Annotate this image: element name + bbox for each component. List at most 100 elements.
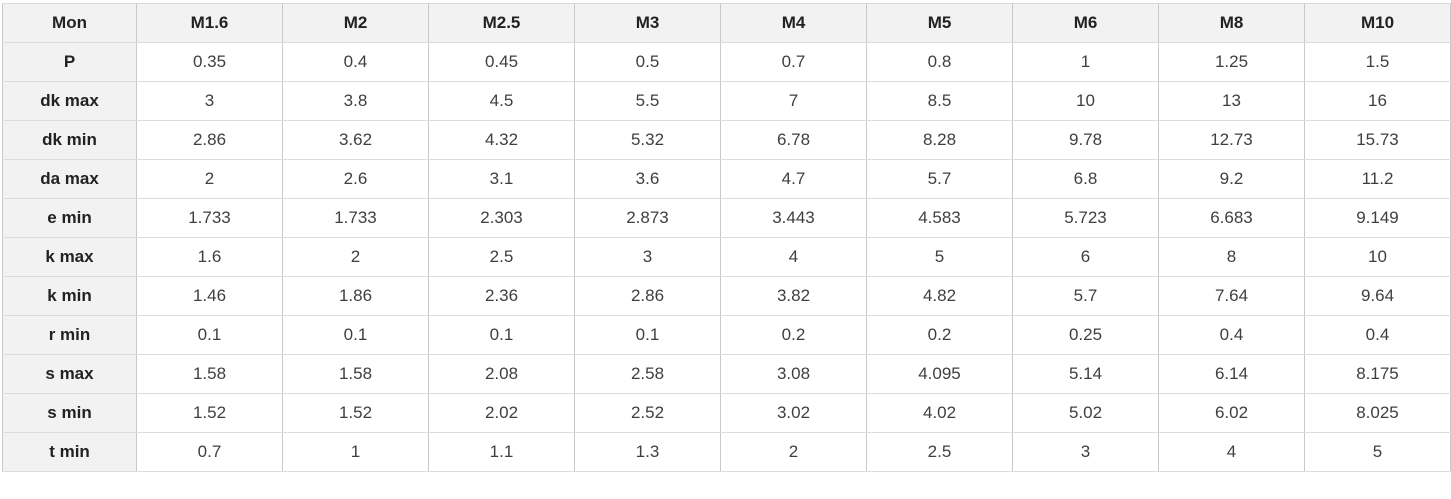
table-cell: 8.175	[1304, 354, 1451, 394]
table-cell: 9.2	[1158, 159, 1305, 199]
table-cell: 1.3	[574, 432, 721, 472]
table-cell: 3.82	[720, 276, 867, 316]
table-row: s min 1.52 1.52 2.02 2.52 3.02 4.02 5.02 6.02 8.0…	[2, 393, 1451, 433]
table-row: dk max 3 3.8 4.5 5.5 7 8.5 10 13 16	[2, 81, 1451, 121]
table-cell: 1.46	[136, 276, 283, 316]
table-cell: 3.6	[574, 159, 721, 199]
table-row: da max 2 2.6 3.1 3.6 4.7 5.7 6.8 9.2 11.2	[2, 159, 1451, 199]
table-cell: 2.5	[866, 432, 1013, 472]
table-cell: 8	[1158, 237, 1305, 277]
column-header: M5	[866, 3, 1013, 43]
table-cell: 9.78	[1012, 120, 1159, 160]
table-cell: 4.32	[428, 120, 575, 160]
table-cell: 5.14	[1012, 354, 1159, 394]
row-label: k max	[2, 237, 137, 277]
table-row: r min 0.1 0.1 0.1 0.1 0.2 0.2 0.25 0.4 0.4	[2, 315, 1451, 355]
table-cell: 3.8	[282, 81, 429, 121]
row-label: dk max	[2, 81, 137, 121]
table-cell: 6.683	[1158, 198, 1305, 238]
column-header: M6	[1012, 3, 1159, 43]
column-header: M2.5	[428, 3, 575, 43]
table-cell: 4.02	[866, 393, 1013, 433]
table-row: dk min 2.86 3.62 4.32 5.32 6.78 8.28 9.78 12.73 1…	[2, 120, 1451, 160]
table-cell: 0.1	[574, 315, 721, 355]
table-cell: 2.52	[574, 393, 721, 433]
table-cell: 0.35	[136, 42, 283, 82]
table-cell: 5	[1304, 432, 1451, 472]
table-cell: 13	[1158, 81, 1305, 121]
row-label: k min	[2, 276, 137, 316]
table-cell: 0.4	[282, 42, 429, 82]
table-cell: 1.5	[1304, 42, 1451, 82]
column-header: M8	[1158, 3, 1305, 43]
table-cell: 0.1	[136, 315, 283, 355]
table-cell: 4	[720, 237, 867, 277]
corner-header-cell: Mon	[2, 3, 137, 43]
table-cell: 3.08	[720, 354, 867, 394]
table-cell: 0.2	[866, 315, 1013, 355]
column-header: M3	[574, 3, 721, 43]
row-label: s max	[2, 354, 137, 394]
table-cell: 6.02	[1158, 393, 1305, 433]
table-cell: 5.7	[1012, 276, 1159, 316]
column-header: M10	[1304, 3, 1451, 43]
table-cell: 0.2	[720, 315, 867, 355]
table-cell: 0.1	[282, 315, 429, 355]
table-cell: 2	[282, 237, 429, 277]
table-cell: 2.873	[574, 198, 721, 238]
table-cell: 3	[1012, 432, 1159, 472]
table-cell: 2.36	[428, 276, 575, 316]
table-cell: 2.02	[428, 393, 575, 433]
table-cell: 2.303	[428, 198, 575, 238]
table-cell: 5.32	[574, 120, 721, 160]
table-cell: 0.4	[1304, 315, 1451, 355]
table-cell: 6.14	[1158, 354, 1305, 394]
table-row: P 0.35 0.4 0.45 0.5 0.7 0.8 1 1.25 1.5	[2, 42, 1451, 82]
table-cell: 1.733	[282, 198, 429, 238]
table-cell: 6.8	[1012, 159, 1159, 199]
table-cell: 6	[1012, 237, 1159, 277]
table-row: k min 1.46 1.86 2.36 2.86 3.82 4.82 5.7 7.64 9.64	[2, 276, 1451, 316]
table-cell: 7.64	[1158, 276, 1305, 316]
table-cell: 10	[1012, 81, 1159, 121]
table-cell: 2.58	[574, 354, 721, 394]
table-cell: 0.5	[574, 42, 721, 82]
table-cell: 7	[720, 81, 867, 121]
table-cell: 9.149	[1304, 198, 1451, 238]
table-cell: 1.6	[136, 237, 283, 277]
table-cell: 1.1	[428, 432, 575, 472]
table-cell: 5.5	[574, 81, 721, 121]
table-cell: 0.4	[1158, 315, 1305, 355]
table-cell: 5	[866, 237, 1013, 277]
row-label: r min	[2, 315, 137, 355]
table-cell: 3	[136, 81, 283, 121]
table-cell: 2.86	[136, 120, 283, 160]
table-cell: 8.28	[866, 120, 1013, 160]
table-cell: 4.7	[720, 159, 867, 199]
table-cell: 3.443	[720, 198, 867, 238]
column-header: M2	[282, 3, 429, 43]
table-cell: 2.5	[428, 237, 575, 277]
table-cell: 1.86	[282, 276, 429, 316]
row-label: dk min	[2, 120, 137, 160]
table-cell: 12.73	[1158, 120, 1305, 160]
table-cell: 1	[282, 432, 429, 472]
table-cell: 8.025	[1304, 393, 1451, 433]
row-label: P	[2, 42, 137, 82]
table-cell: 4.82	[866, 276, 1013, 316]
table-cell: 2.08	[428, 354, 575, 394]
table-cell: 1.52	[136, 393, 283, 433]
table-body: P 0.35 0.4 0.45 0.5 0.7 0.8 1 1.25 1.5 dk max 3 3.8 4…	[2, 42, 1451, 472]
table-cell: 2.86	[574, 276, 721, 316]
table-cell: 4.5	[428, 81, 575, 121]
table-cell: 5.02	[1012, 393, 1159, 433]
table-cell: 3.1	[428, 159, 575, 199]
table-cell: 1.58	[136, 354, 283, 394]
table-cell: 0.25	[1012, 315, 1159, 355]
table-cell: 3.02	[720, 393, 867, 433]
table-cell: 4.095	[866, 354, 1013, 394]
table-cell: 1.25	[1158, 42, 1305, 82]
table-cell: 3	[574, 237, 721, 277]
column-header: M1.6	[136, 3, 283, 43]
column-header: M4	[720, 3, 867, 43]
